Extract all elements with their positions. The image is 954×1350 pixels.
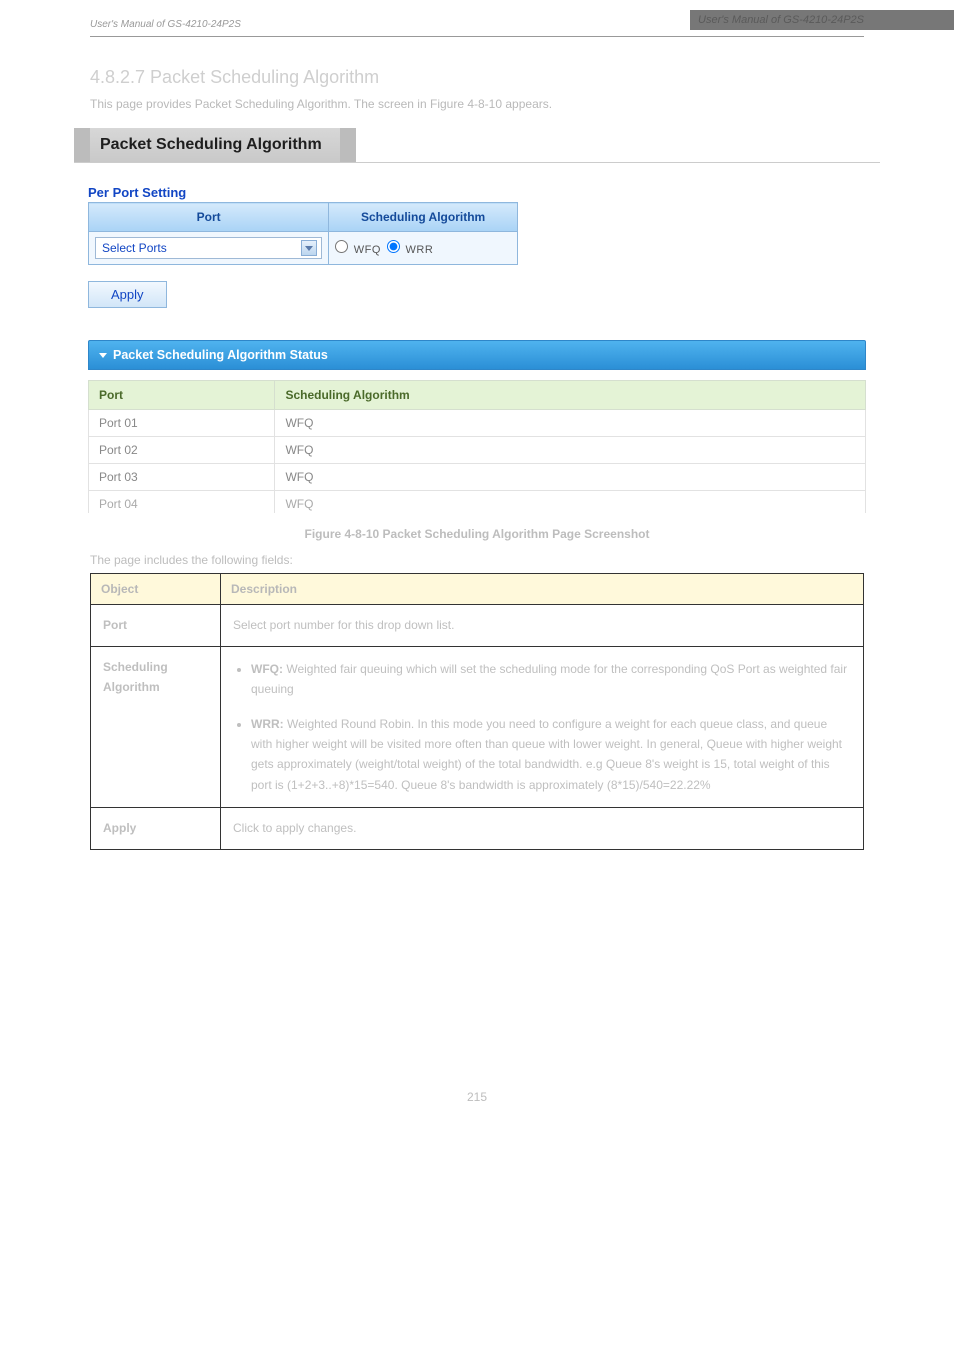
- desc-li2-body-b: approximately (8*15)/540=22.22%: [529, 778, 711, 792]
- desc-description-cell: WFQ: Weighted fair queuing which will se…: [221, 646, 864, 807]
- table-row: Port 01 WFQ: [89, 410, 866, 437]
- header-right-text: User's Manual of GS-4210-24P2S: [690, 10, 954, 30]
- header-divider: [90, 36, 864, 37]
- status-port-cell: Port 04: [89, 491, 275, 514]
- table-row: Apply Click to apply changes.: [91, 808, 864, 849]
- radio-wrr-label: WRR: [406, 244, 434, 256]
- setting-th-alg: Scheduling Algorithm: [329, 203, 518, 232]
- desc-description-cell: Click to apply changes.: [221, 808, 864, 849]
- desc-li1-body: Weighted fair queuing which will set the…: [251, 662, 847, 696]
- status-panel: Packet Scheduling Algorithm Status Port …: [88, 340, 866, 513]
- desc-object-cell: Apply: [91, 808, 221, 849]
- title-bar-left-decor: [74, 128, 90, 162]
- status-port-cell: Port 03: [89, 464, 275, 491]
- status-port-cell: Port 01: [89, 410, 275, 437]
- setting-table: Port Scheduling Algorithm Select Ports W…: [88, 202, 518, 265]
- status-panel-title: Packet Scheduling Algorithm Status: [113, 348, 328, 362]
- desc-li1-lead: WFQ:: [251, 662, 286, 676]
- apply-button[interactable]: Apply: [88, 281, 167, 308]
- per-port-setting-heading: Per Port Setting: [88, 185, 880, 200]
- setting-th-port: Port: [89, 203, 329, 232]
- section-intro: This page provides Packet Scheduling Alg…: [90, 94, 864, 114]
- ui-screenshot: Packet Scheduling Algorithm Per Port Set…: [74, 128, 880, 513]
- ui-title: Packet Scheduling Algorithm: [90, 128, 340, 162]
- desc-th-description: Description: [221, 574, 864, 605]
- desc-description-cell: Select port number for this drop down li…: [221, 605, 864, 646]
- status-alg-cell: WFQ: [275, 491, 866, 514]
- setting-alg-cell: WFQ WRR: [329, 232, 518, 265]
- chevron-down-icon: [99, 353, 107, 358]
- desc-li2-lead: WRR:: [251, 717, 287, 731]
- status-th-port: Port: [89, 381, 275, 410]
- chevron-down-icon: [301, 240, 317, 256]
- description-table: Object Description Port Select port numb…: [90, 573, 864, 849]
- port-select[interactable]: Select Ports: [95, 237, 322, 259]
- table-row: Port 04 WFQ: [89, 491, 866, 514]
- desc-object-cell: Port: [91, 605, 221, 646]
- ui-title-row: Packet Scheduling Algorithm: [74, 128, 880, 163]
- radio-wfq-label: WFQ: [354, 244, 381, 256]
- description-intro: The page includes the following fields:: [90, 553, 864, 567]
- table-row: Port 02 WFQ: [89, 437, 866, 464]
- title-bar-right-decor: [340, 128, 356, 162]
- table-row: Port Select port number for this drop do…: [91, 605, 864, 646]
- status-th-alg: Scheduling Algorithm: [275, 381, 866, 410]
- table-row: Port 03 WFQ: [89, 464, 866, 491]
- desc-th-object: Object: [91, 574, 221, 605]
- figure-caption: Figure 4-8-10 Packet Scheduling Algorith…: [0, 527, 954, 541]
- page-header: User's Manual of GS-4210-24P2S User's Ma…: [0, 0, 954, 36]
- status-port-cell: Port 02: [89, 437, 275, 464]
- section-number: 4.8.2.7 Packet Scheduling Algorithm: [90, 67, 954, 88]
- table-row: Scheduling Algorithm WFQ: Weighted fair …: [91, 646, 864, 807]
- status-table: Port Scheduling Algorithm Port 01 WFQ Po…: [88, 380, 866, 513]
- status-panel-header[interactable]: Packet Scheduling Algorithm Status: [88, 340, 866, 370]
- status-alg-cell: WFQ: [275, 437, 866, 464]
- radio-wrr[interactable]: WRR: [387, 240, 433, 256]
- port-select-placeholder: Select Ports: [102, 241, 167, 255]
- setting-port-cell: Select Ports: [89, 232, 329, 265]
- status-alg-cell: WFQ: [275, 410, 866, 437]
- desc-object-cell: Scheduling Algorithm: [91, 646, 221, 807]
- page-number: 215: [0, 1090, 954, 1134]
- status-alg-cell: WFQ: [275, 464, 866, 491]
- radio-wfq[interactable]: WFQ: [335, 240, 381, 256]
- header-left-text: User's Manual of GS-4210-24P2S: [90, 19, 241, 30]
